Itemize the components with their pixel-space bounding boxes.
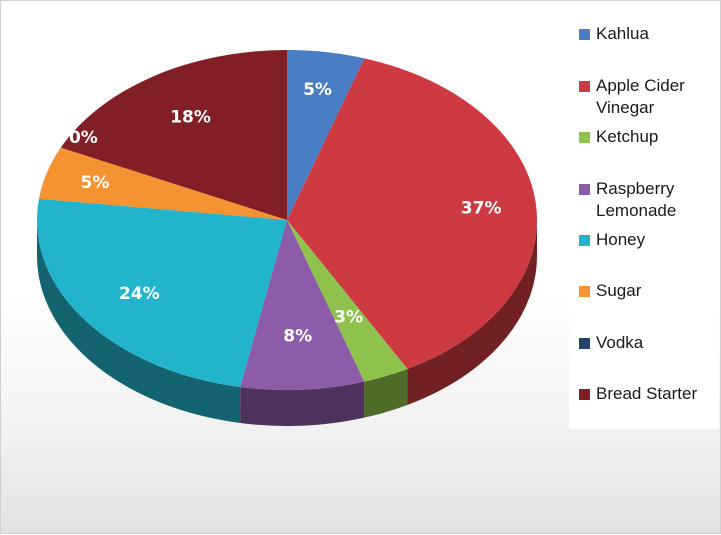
pie-slice-ketchup xyxy=(287,220,408,382)
data-label-bread-starter: 18% xyxy=(170,108,211,128)
pie-slice-bread-starter xyxy=(60,50,287,220)
legend-item-ketchup: Ketchup xyxy=(579,126,719,148)
legend-label-honey: Honey xyxy=(596,230,646,249)
legend-swatch-honey xyxy=(579,235,590,246)
legend-label-raspberry-lemonade: Raspberry Lemonade xyxy=(596,179,677,220)
pie-side-apple-cider-vinegar xyxy=(407,220,537,405)
legend-item-apple-cider-vinegar: Apple Cider Vinegar xyxy=(579,75,719,119)
pie-slice-apple-cider-vinegar xyxy=(287,58,537,369)
legend-swatch-raspberry-lemonade xyxy=(579,184,590,195)
pie-tops xyxy=(36,50,537,390)
data-label-sugar: 5% xyxy=(81,173,110,193)
data-label-raspberry-lemonade: 8% xyxy=(283,326,312,346)
legend-swatch-apple-cider-vinegar xyxy=(579,81,590,92)
legend-label-ketchup: Ketchup xyxy=(596,127,659,146)
data-label-kahlua: 5% xyxy=(303,80,332,100)
legend-item-sugar: Sugar xyxy=(579,280,719,302)
legend-item-honey: Honey xyxy=(579,229,719,251)
legend-item-vodka: Vodka xyxy=(579,332,719,354)
pie-slice-kahlua xyxy=(287,50,365,220)
legend: Kahlua Apple Cider Vinegar Ketchup Raspb… xyxy=(569,5,719,429)
legend-item-bread-starter: Bread Starter xyxy=(579,383,719,405)
pie-labels: 5% 37% 3% 8% 24% 5% 0% 18% xyxy=(69,80,502,346)
pie-slice-sugar xyxy=(38,147,287,220)
legend-label-apple-cider-vinegar: Apple Cider Vinegar xyxy=(596,76,685,117)
data-label-apple-cider-vinegar: 37% xyxy=(461,199,502,219)
data-label-honey: 24% xyxy=(119,284,160,304)
data-label-ketchup: 3% xyxy=(334,308,363,328)
pie-sides xyxy=(37,220,537,427)
data-label-vodka: 0% xyxy=(69,128,98,148)
legend-swatch-sugar xyxy=(579,286,590,297)
pie-side-ketchup xyxy=(364,368,408,418)
legend-label-bread-starter: Bread Starter xyxy=(596,384,698,403)
legend-label-vodka: Vodka xyxy=(596,333,644,352)
legend-item-kahlua: Kahlua xyxy=(579,23,719,45)
pie-side-raspberry-lemonade xyxy=(240,381,365,427)
legend-swatch-vodka xyxy=(579,338,590,349)
pie-slice-raspberry-lemonade xyxy=(240,220,365,390)
legend-swatch-ketchup xyxy=(579,132,590,143)
legend-item-raspberry-lemonade: Raspberry Lemonade xyxy=(579,178,719,222)
pie-slice-honey xyxy=(36,198,287,387)
legend-swatch-bread-starter xyxy=(579,389,590,400)
pie-side-honey xyxy=(37,220,241,423)
legend-swatch-kahlua xyxy=(579,29,590,40)
legend-label-sugar: Sugar xyxy=(596,281,642,300)
legend-label-kahlua: Kahlua xyxy=(596,24,649,43)
